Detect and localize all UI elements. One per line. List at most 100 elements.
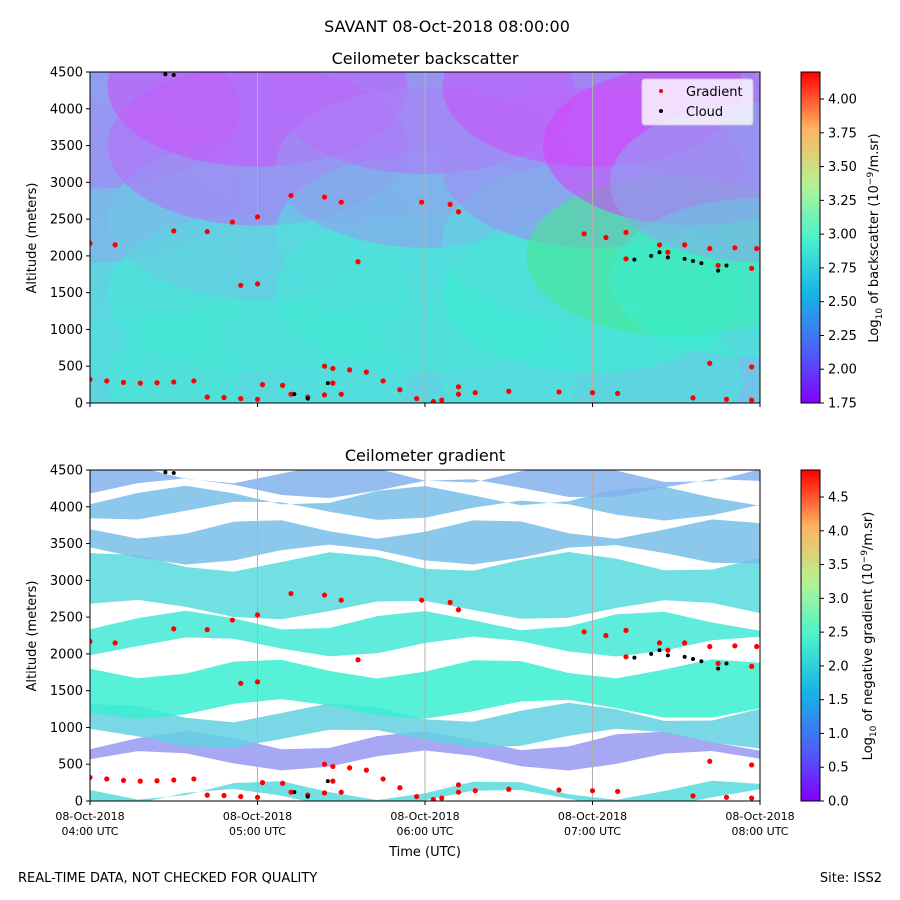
gradient-point [749, 397, 755, 403]
backscatter-gridlines [257, 72, 593, 403]
gradient-point [104, 776, 110, 782]
gradient-point [589, 788, 596, 794]
gradient-point [338, 199, 344, 205]
gradient-point [90, 774, 93, 781]
gradient-point [380, 776, 386, 782]
gradient-point [154, 778, 160, 784]
gradient-colorbar: 0.0 0.5 1.0 1.5 2.0 2.5 3.0 3.5 4.0 4.5 Log10 of … [800, 469, 879, 810]
gradient-point [338, 391, 344, 397]
gradient-point [221, 792, 227, 799]
gradient-point [623, 627, 629, 633]
gradient-point [338, 789, 344, 795]
gradient-point [191, 378, 197, 384]
y-tick-label: 2500 [50, 611, 83, 626]
colorbar-tick-label: 2.75 [828, 261, 857, 276]
gradient-point [623, 654, 629, 660]
gradient-gridlines [257, 470, 593, 801]
cloud-point [724, 661, 729, 666]
y-tick-label: 500 [58, 758, 83, 773]
cloud-point [691, 657, 695, 662]
colorbar-tick-label: 2.0 [828, 659, 849, 674]
gradient-point [556, 787, 562, 793]
colorbar-tick-label: 2.50 [828, 295, 857, 310]
gradient-point [665, 647, 671, 653]
cloud-point [171, 470, 176, 475]
gradient-point [439, 397, 445, 403]
gradient-point [506, 786, 512, 792]
gradient-point [90, 638, 93, 644]
gradient-point [749, 364, 755, 370]
gradient-point [723, 396, 730, 402]
gradient-point [581, 629, 587, 635]
gradient-point [321, 363, 328, 369]
cloud-point [682, 654, 687, 659]
gradient-point [754, 643, 760, 650]
gradient-point [259, 780, 266, 786]
gradient-point [623, 229, 629, 235]
cloud-point [716, 268, 721, 273]
y-tick-label: 3000 [50, 176, 83, 191]
y-tick-label: 3500 [50, 139, 83, 154]
gradient-point [238, 793, 244, 800]
cloud-point [699, 659, 704, 664]
gradient-point [455, 391, 462, 397]
gradient-point [355, 657, 361, 663]
gradient-xlabel: Time (UTC) [388, 845, 461, 860]
gradient-point [603, 632, 609, 639]
backscatter-colorbar-bar [800, 71, 821, 404]
gradient-point [104, 378, 110, 384]
colorbar-tick-label: 3.75 [828, 126, 857, 141]
x-tick-label-time: 05:00 UTC [229, 825, 286, 838]
colorbar-tick-label: 1.5 [828, 693, 849, 708]
colorbar-tick-label: 3.50 [828, 160, 857, 175]
gradient-point [665, 249, 671, 255]
gradient-point [229, 617, 235, 623]
cloud-point [649, 253, 654, 258]
backscatter-x-axis [89, 403, 761, 407]
gradient-point [288, 192, 294, 199]
y-tick-label: 4000 [50, 102, 83, 117]
gradient-colorbar-ticks: 0.0 0.5 1.0 1.5 2.0 2.5 3.0 3.5 4.0 4.5 [820, 491, 849, 810]
cloud-point [292, 790, 297, 795]
cloud-point [657, 250, 662, 255]
y-tick-label: 1000 [50, 721, 83, 736]
gradient-point [321, 592, 328, 598]
colorbar-tick-label: 1.75 [828, 397, 857, 412]
gradient-colorbar-label: Log10 of negative gradient (10−9/m.sr) [860, 512, 879, 761]
cloud-point [305, 396, 310, 401]
gradient-point [419, 199, 425, 205]
colorbar-tick-label: 2.00 [828, 363, 857, 378]
cloud-point [325, 779, 330, 784]
cloud-point [665, 653, 670, 658]
x-tick-label-time: 07:00 UTC [564, 825, 621, 838]
y-tick-label: 1000 [50, 323, 83, 338]
gradient-point [682, 640, 688, 646]
gradient-colorbar-bar [800, 469, 821, 802]
gradient-point [112, 640, 118, 646]
gradient-point [615, 390, 621, 397]
backscatter-gradient-series [90, 192, 760, 403]
gradient-point [338, 597, 344, 603]
colorbar-tick-label: 2.5 [828, 626, 849, 641]
gradient-point [656, 640, 663, 646]
gradient-point [204, 627, 210, 633]
gradient-point [581, 231, 587, 237]
colorbar-tick-label: 3.0 [828, 592, 849, 607]
gradient-point [506, 388, 512, 394]
gradient-point [455, 607, 462, 613]
colorbar-tick-label: 0.0 [828, 795, 849, 810]
gradient-point [380, 378, 386, 384]
gradient-point [455, 384, 462, 390]
y-tick-label: 4500 [50, 66, 83, 81]
colorbar-tick-label: 0.5 [828, 761, 849, 776]
gradient-point [347, 765, 353, 771]
gradient-point [749, 762, 755, 768]
x-tick-label-time: 06:00 UTC [396, 825, 453, 838]
cloud-point [632, 257, 637, 262]
legend-cloud-label: Cloud [686, 105, 723, 120]
gradient-point [288, 391, 294, 397]
cloud-point [632, 655, 637, 660]
gradient-point [397, 785, 403, 791]
colorbar-tick-label: 3.5 [828, 558, 849, 573]
gradient-point [472, 788, 478, 794]
